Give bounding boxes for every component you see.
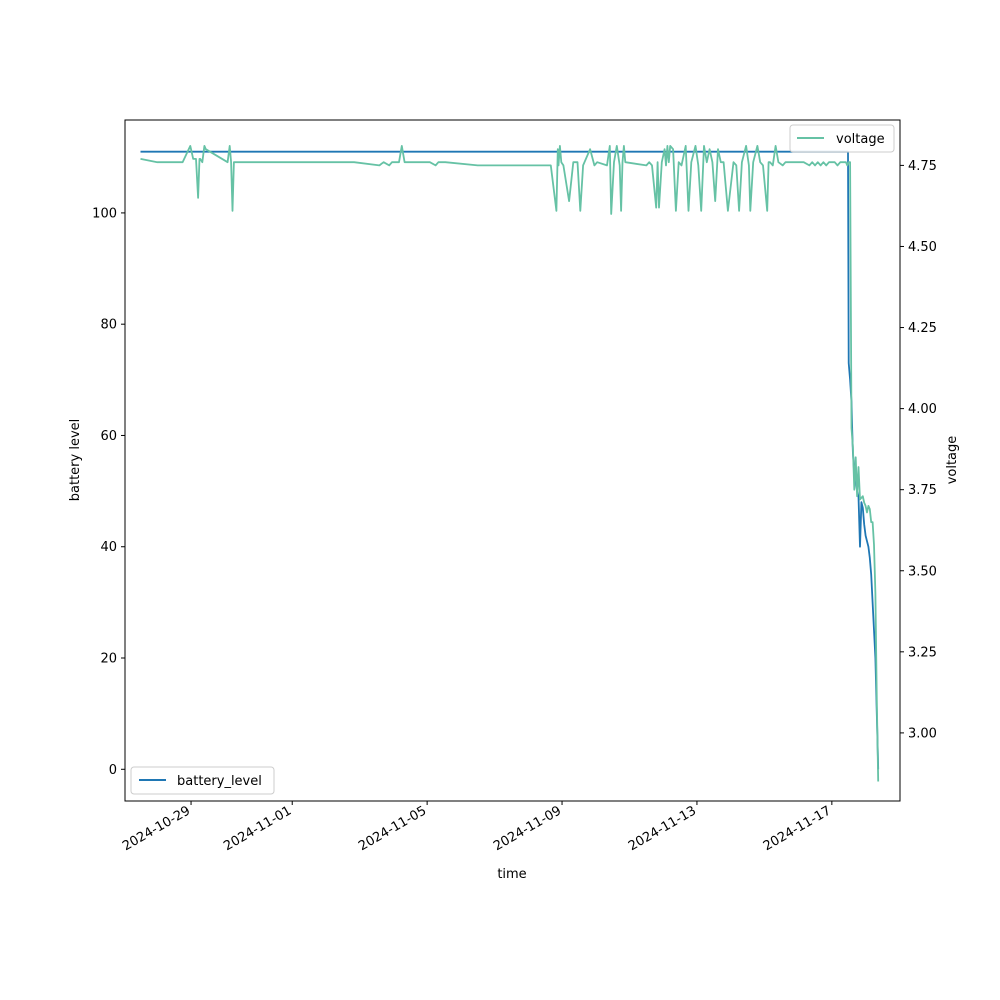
series-layer	[140, 144, 880, 782]
left-y-axis: 0 20 40 60 80 100	[92, 206, 125, 778]
plot-frame	[124, 119, 901, 802]
left-y-tick-label: 100	[92, 206, 117, 221]
right-y-tick-label: 4.50	[908, 240, 937, 255]
left-y-tick-label: 20	[100, 652, 117, 667]
right-y-axis-label: voltage	[945, 436, 960, 485]
legend-voltage: voltage	[789, 124, 895, 153]
left-y-tick-label: 0	[109, 763, 117, 778]
right-y-tick-label: 3.50	[908, 564, 937, 579]
left-y-tick-label: 80	[100, 318, 117, 333]
legend-box-battery-level	[130, 766, 275, 795]
right-y-axis: 3.00 3.25 3.50 3.75 4.00 4.25 4.50 4.75	[900, 159, 937, 741]
left-y-tick-label: 40	[100, 540, 117, 555]
right-y-tick-label: 3.00	[908, 726, 937, 741]
left-y-tick-label: 60	[100, 429, 117, 444]
right-y-tick-label: 4.75	[908, 159, 937, 174]
legend-box-voltage	[789, 124, 895, 153]
legend-battery-level: battery_level	[130, 766, 275, 795]
right-y-tick-label: 4.00	[908, 402, 937, 417]
legend-label-battery-level: battery_level	[177, 774, 262, 789]
legend-label-voltage: voltage	[836, 132, 885, 147]
right-y-tick-label: 3.75	[908, 483, 937, 498]
left-y-axis-label: battery level	[68, 419, 83, 502]
series-line-voltage	[140, 144, 880, 782]
right-y-tick-label: 3.25	[908, 645, 937, 660]
x-axis-label: time	[497, 867, 526, 882]
right-y-tick-label: 4.25	[908, 321, 937, 336]
